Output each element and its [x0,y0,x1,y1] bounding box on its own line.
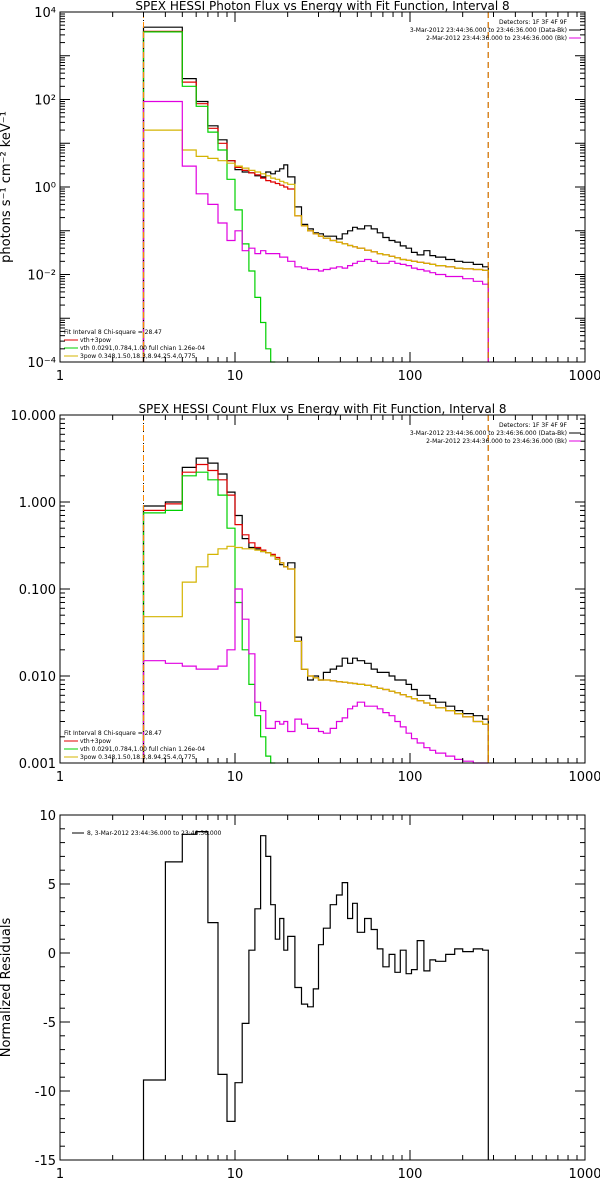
series-line-vth [144,472,276,763]
legend-entry: vth 0.0291,0.784,1.00 full chian 1.26e-0… [80,345,205,352]
legend-entry: 2-Mar-2012 23:44:36.000 to 23:46:36.000 … [426,35,567,42]
legend-entry: Detectors: 1F 3F 4F 9F [499,19,568,26]
x-tick-label: 10 [227,369,244,384]
x-tick-label: 100 [398,770,423,785]
y-tick-label: -5 [43,1016,56,1031]
x-tick-label: 1000 [568,369,600,384]
x-tick-label: 100 [398,1167,423,1182]
legend-entry: Fit Interval 8 Chi-square = 28.47 [64,730,162,737]
series-line-residuals [144,832,489,1160]
y-tick-label: 10.000 [11,409,57,424]
x-tick-label: 10 [227,770,244,785]
series-line-data-bk [144,27,489,362]
chart-title: SPEX HESSI Photon Flux vs Energy with Fi… [135,0,509,13]
legend-entry: 3-Mar-2012 23:44:36.000 to 23:46:36.000 … [410,430,567,437]
plot-frame [60,415,585,763]
legend-entry: 3pow 0.348,1.50,18.3,8.94,25.4,0.775 [80,353,196,360]
y-tick-label: 5 [48,878,56,893]
series-line-data-bk [144,458,489,763]
series-line-vth-3pow [144,31,489,362]
y-tick-label: 0.010 [19,670,56,685]
chart-panel-2: SPEX HESSI Count Flux vs Energy with Fit… [11,402,600,785]
y-tick-label: 10² [34,94,56,109]
y-tick-label: -10 [35,1085,56,1100]
y-tick-label: 10 [39,809,56,824]
legend-entry: vth 0.0291,0.784,1.00 full chian 1.26e-0… [80,746,205,753]
x-tick-label: 1000 [568,1167,600,1182]
y-tick-label: -15 [35,1154,56,1169]
x-tick-label: 1 [56,1167,64,1182]
series-line-3pow [144,130,489,362]
y-tick-label: 10⁴ [34,6,56,21]
legend-entry: Detectors: 1F 3F 4F 9F [499,422,568,429]
legend-entry: vth+3pow [80,337,111,344]
series-line-bk [144,102,489,363]
y-tick-label: 1.000 [19,496,56,511]
plot-frame [60,12,585,362]
y-axis-label: photons s⁻¹ cm⁻² keV⁻¹ [0,111,14,263]
y-tick-label: 10⁻⁴ [27,356,56,371]
x-tick-label: 1000 [568,770,600,785]
chart-title: SPEX HESSI Count Flux vs Energy with Fit… [138,402,506,416]
y-tick-label: 10⁻² [27,269,56,284]
legend-entry: 3-Mar-2012 23:44:36.000 to 23:46:36.000 … [410,27,567,34]
y-tick-label: 0 [48,947,56,962]
x-tick-label: 10 [227,1167,244,1182]
legend-entry: vth+3pow [80,738,111,745]
series-line-vth [144,32,276,362]
chart-panel-3: 1 10 100 1000 -15 -10 -5 0 5 10 Normalized Residua… [0,809,600,1182]
y-axis-label: Normalized Residuals [0,918,14,1058]
x-tick-label: 1 [56,369,64,384]
legend-entry: Fit Interval 8 Chi-square = 28.47 [64,329,162,336]
x-tick-label: 1 [56,770,64,785]
y-tick-label: 0.100 [19,583,56,598]
x-tick-label: 100 [398,369,423,384]
y-tick-label: 0.001 [19,757,56,772]
plot-frame [60,815,585,1160]
series-line-3pow [144,546,489,763]
series-line-vth-3pow [144,465,489,764]
legend-entry: 3pow 0.348,1.50,18.3,8.94,25.4,0.775 [80,754,196,761]
chart-panel-1: SPEX HESSI Photon Flux vs Energy with Fi… [0,0,600,384]
legend-entry: 8, 3-Mar-2012 23:44:36.000 to 23:46:36.0… [87,830,222,837]
y-tick-label: 10⁰ [34,181,56,196]
legend-entry: 2-Mar-2012 23:44:36.000 to 23:46:36.000 … [426,438,567,445]
